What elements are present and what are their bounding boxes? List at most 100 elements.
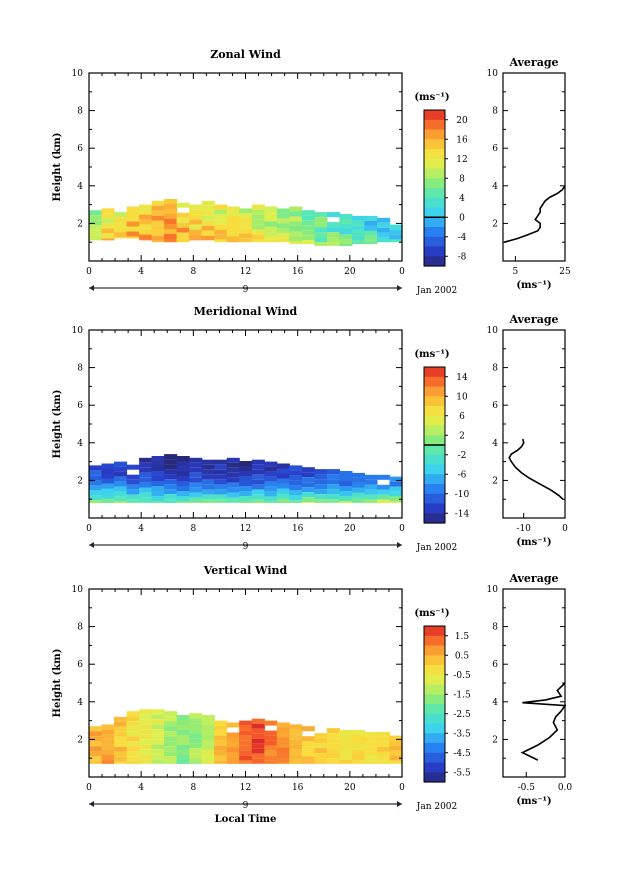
heatmap-cell	[176, 212, 190, 218]
colorbar-segment	[424, 752, 445, 764]
heatmap-cell	[264, 221, 278, 227]
heatmap-cell	[214, 494, 228, 500]
heatmap-cell	[214, 489, 228, 495]
heatmap-cell	[114, 726, 128, 732]
average-frame	[502, 588, 566, 778]
heatmap-cell	[339, 501, 353, 503]
heatmap-cell	[264, 236, 278, 242]
y-tick-label: 8	[77, 107, 83, 117]
heatmap-cell	[214, 740, 228, 746]
colorbar-tick-label: 0	[459, 213, 465, 223]
y-tick-label: 10	[72, 69, 84, 79]
heatmap-cell	[251, 214, 265, 220]
heatmap-cell	[351, 225, 365, 231]
heatmap-cell	[151, 719, 165, 725]
heatmap-cell	[251, 499, 265, 503]
heatmap-cell	[164, 214, 178, 219]
colorbar-segment	[424, 415, 445, 427]
heatmap-cell	[201, 735, 215, 740]
heatmap-cell	[89, 225, 103, 231]
colorbar-segment	[424, 493, 445, 505]
heatmap-cell	[164, 746, 178, 752]
heatmap-cell	[326, 212, 340, 218]
heatmap-cell	[139, 477, 153, 483]
heatmap-cell	[226, 241, 240, 243]
heatmap-cell	[201, 474, 215, 480]
heatmap-cell	[101, 754, 115, 760]
heatmap-cell	[339, 471, 353, 476]
heatmap-cell	[289, 744, 303, 750]
x-tick-label: 16	[292, 524, 304, 534]
heatmap-cell	[139, 467, 153, 473]
heatmap-cell	[214, 484, 228, 490]
heatmap-cell	[276, 732, 290, 738]
heatmap-cell	[314, 217, 328, 223]
heatmap-cell	[339, 486, 353, 491]
colorbar-segment	[424, 733, 445, 744]
heatmap-cell	[201, 235, 215, 241]
heatmap-cell	[314, 738, 328, 744]
average-x-tick-label: 25	[559, 267, 571, 277]
heatmap-cell	[389, 740, 403, 746]
heatmap-cell	[226, 216, 240, 222]
heatmap-cell	[189, 713, 203, 719]
heatmap-cell	[201, 725, 215, 730]
heatmap-cell	[214, 239, 228, 243]
heatmap-cell	[314, 212, 328, 218]
heatmap-cell	[289, 490, 303, 496]
heatmap-cell	[377, 756, 391, 762]
heatmap-cell	[126, 761, 140, 764]
average-x-tick-label: 0	[562, 524, 568, 534]
heatmap-cell	[276, 498, 290, 503]
heatmap-cell	[151, 210, 165, 216]
heatmap-cell	[201, 459, 215, 465]
panel-2: Meridional Wind 2 4 6 8 10 Height (km) 0 4 8 12 16 2…	[52, 305, 568, 553]
heatmap-cell	[201, 220, 215, 226]
heatmap-cell	[151, 754, 165, 760]
heatmap-cell	[176, 486, 190, 491]
heatmap-cell	[364, 220, 378, 226]
heatmap-cell	[189, 224, 203, 230]
heatmap-cell	[189, 214, 203, 220]
heatmap-cell	[239, 208, 253, 214]
colorbar-tick-label: -8	[458, 252, 467, 262]
heatmap-cell	[101, 218, 115, 224]
date-label: Jan 2002	[416, 286, 458, 296]
heatmap-cell	[289, 241, 303, 245]
heatmap-cell	[364, 751, 378, 757]
x-tick-label: 4	[138, 783, 144, 793]
average-profile-line	[503, 185, 566, 243]
heatmap-cell	[189, 229, 203, 235]
heatmap-cell	[314, 474, 328, 480]
heatmap-cell	[151, 230, 165, 236]
heatmap-cell	[114, 496, 128, 502]
heatmap-cell	[326, 237, 340, 243]
average-x-label: (ms⁻¹)	[516, 796, 551, 807]
heatmap-cell	[339, 481, 353, 486]
heatmap-cell	[176, 461, 190, 466]
heatmap-cell	[201, 484, 215, 490]
heatmap-cell	[164, 459, 178, 465]
heatmap-cell	[164, 204, 178, 209]
panel-title: Meridional Wind	[194, 305, 298, 318]
average-y-tick-label: 8	[492, 623, 498, 633]
heatmap-cell	[89, 761, 103, 764]
heatmap-cell	[176, 217, 190, 223]
heatmap-cell	[89, 465, 103, 471]
colorbar-segment	[424, 376, 445, 388]
heatmap-cell	[289, 470, 303, 476]
heatmap-cell	[151, 220, 165, 226]
heatmap-cell	[301, 482, 315, 488]
heatmap-cell	[139, 229, 153, 235]
heatmap-cell	[364, 761, 378, 764]
day-label: 9	[243, 801, 249, 811]
heatmap-cell	[151, 734, 165, 740]
heatmap-cell	[214, 479, 228, 485]
colorbar-segment	[424, 149, 445, 160]
average-frame	[502, 329, 566, 519]
heatmap-cell	[251, 489, 265, 495]
heatmap-cell	[339, 476, 353, 481]
heatmap-cell	[364, 756, 378, 762]
average-y-tick-label: 10	[487, 585, 499, 595]
